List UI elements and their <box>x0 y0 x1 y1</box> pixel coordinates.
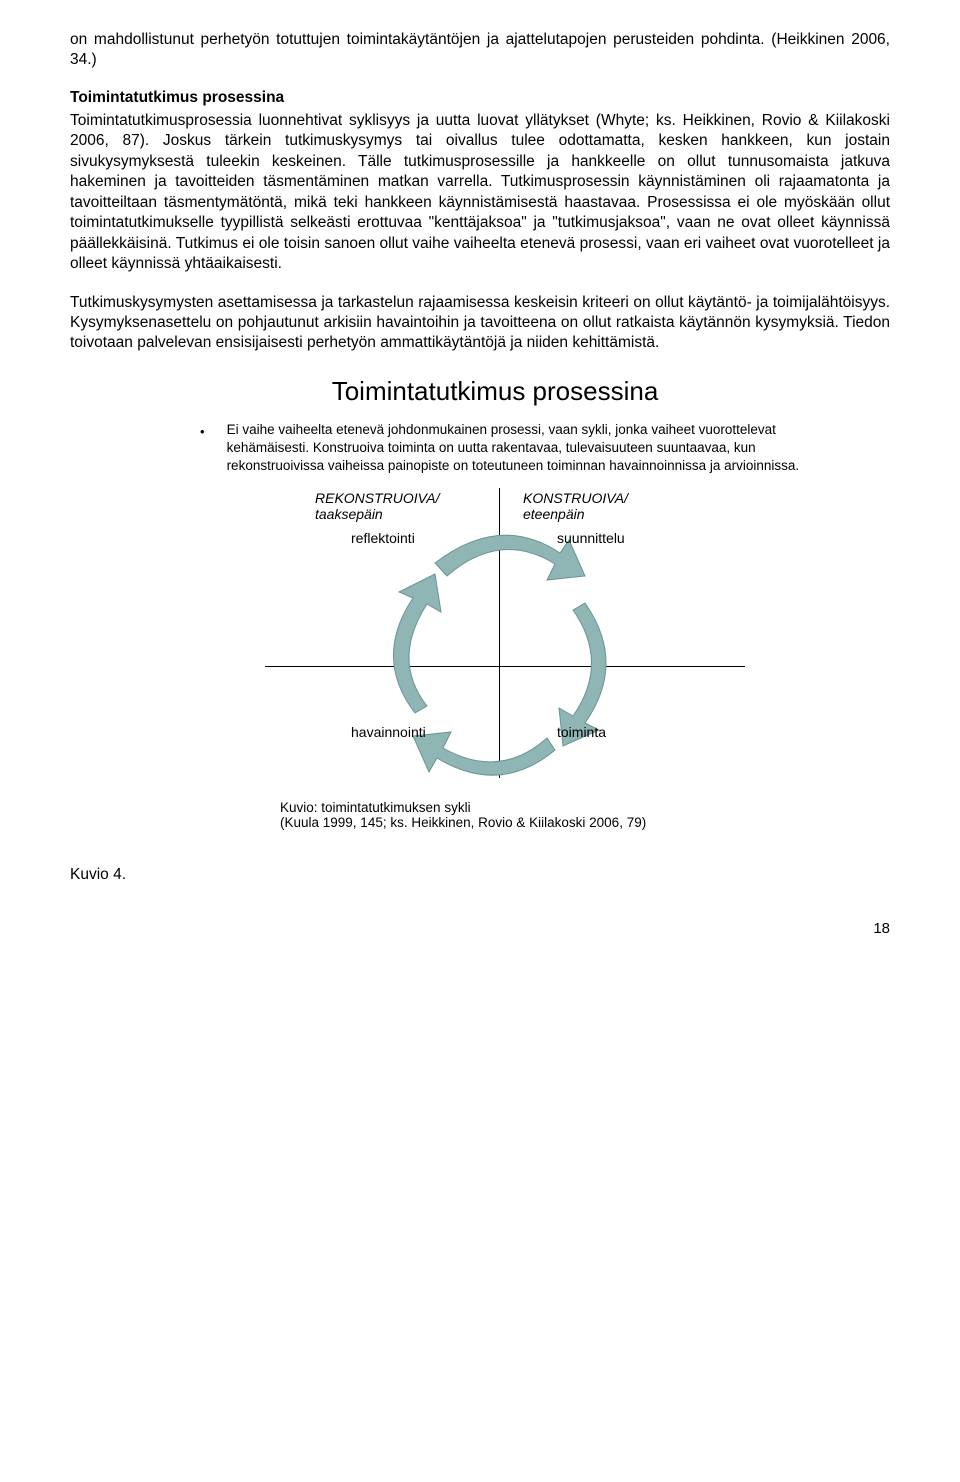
label-toiminta: toiminta <box>557 724 606 740</box>
cycle-arrows-svg <box>215 488 775 778</box>
label-reflektointi: reflektointi <box>351 530 415 546</box>
section-heading: Toimintatutkimus prosessina <box>70 89 890 107</box>
diagram-bullet-row: • Ei vaihe vaiheelta etenevä johdonmukai… <box>200 421 800 476</box>
diagram-container: Toimintatutkimus prosessina • Ei vaihe v… <box>160 376 830 830</box>
paragraph-3: Tutkimuskysymysten asettamisessa ja tark… <box>70 293 890 354</box>
diagram-bullet-text: Ei vaihe vaiheelta etenevä johdonmukaine… <box>227 421 800 476</box>
bullet-icon: • <box>200 424 205 439</box>
cycle-diagram: REKONSTRUOIVA/ taaksepäin KONSTRUOIVA/ e… <box>215 488 775 778</box>
diagram-caption: Kuvio: toimintatutkimuksen sykli (Kuula … <box>280 800 830 830</box>
paragraph-2: Toimintatutkimusprosessia luonnehtivat s… <box>70 111 890 275</box>
figure-label: Kuvio 4. <box>70 866 890 884</box>
intro-paragraph: on mahdollistunut perhetyön totuttujen t… <box>70 30 890 71</box>
label-havainnointi: havainnointi <box>351 724 426 740</box>
page-number: 18 <box>70 920 890 937</box>
label-suunnittelu: suunnittelu <box>557 530 625 546</box>
diagram-title: Toimintatutkimus prosessina <box>160 376 830 407</box>
label-rekonstruoiva: REKONSTRUOIVA/ taaksepäin <box>315 490 439 522</box>
label-konstruoiva: KONSTRUOIVA/ eteenpäin <box>523 490 628 522</box>
